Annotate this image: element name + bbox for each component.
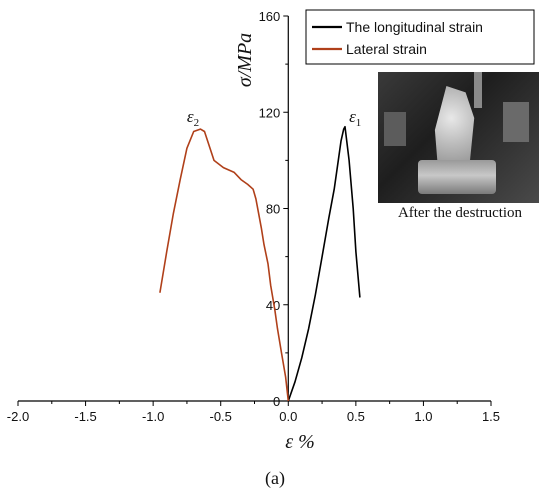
- series-line-0: [287, 125, 361, 402]
- x-tick-label: -1.0: [142, 409, 164, 424]
- x-tick-label: -0.5: [210, 409, 232, 424]
- panel-label: (a): [265, 468, 285, 488]
- x-tick-label: 0.0: [279, 409, 297, 424]
- legend-label-longitudinal: The longitudinal strain: [346, 19, 483, 35]
- x-tick-label: -2.0: [7, 409, 29, 424]
- x-axis-ticks: -2.0 -1.5 -1.0 -0.5 0.0 0.5 1.0 1.5: [7, 401, 500, 424]
- y-tick-label: 120: [259, 105, 281, 120]
- y-axis-ticks: 0 40 80 120 160: [259, 9, 289, 409]
- fractured-specimen: [434, 86, 475, 166]
- y-tick-label: 40: [266, 298, 280, 313]
- x-tick-label: 1.0: [414, 409, 432, 424]
- legend-label-lateral: Lateral strain: [346, 41, 427, 57]
- specimen-base: [418, 160, 496, 194]
- x-tick-label: -1.5: [74, 409, 96, 424]
- peak-strain-label-0: ε2: [187, 107, 199, 129]
- legend: The longitudinal strain Lateral strain: [305, 9, 535, 65]
- y-tick-label: 80: [266, 202, 280, 217]
- series-line-1: [159, 128, 290, 402]
- x-tick-label: 1.5: [482, 409, 500, 424]
- x-tick-label: 0.5: [347, 409, 365, 424]
- y-tick-label: 160: [259, 9, 281, 24]
- series-layer: [159, 125, 361, 402]
- peak-strain-label-1: ε1: [349, 107, 361, 129]
- y-tick-label: 0: [273, 394, 280, 409]
- platen-right: [503, 102, 529, 142]
- platen-left: [384, 112, 406, 146]
- loading-rod: [474, 72, 482, 108]
- legend-box: [305, 9, 535, 65]
- y-axis-title: σ/MPa: [234, 33, 256, 87]
- photo-caption: After the destruction: [397, 205, 523, 221]
- specimen-photo: [378, 72, 539, 203]
- x-axis-title: ε %: [285, 431, 315, 453]
